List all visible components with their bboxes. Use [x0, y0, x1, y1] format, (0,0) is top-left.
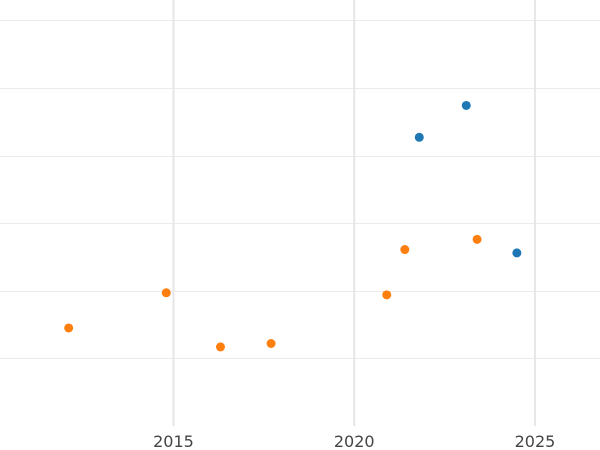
point-series-1-2 [461, 100, 471, 110]
point-series-2-5 [382, 290, 392, 300]
x-axis-tick-labels: 2015 2020 2025 [153, 432, 555, 450]
data-points [64, 100, 522, 352]
vertical-gridlines [172, 0, 536, 426]
point-series-1-1 [414, 132, 424, 142]
x-tick-label-2015: 2015 [153, 432, 194, 450]
point-series-2-6 [400, 245, 410, 255]
point-series-2-7 [472, 234, 482, 244]
x-tick-label-2025: 2025 [515, 432, 556, 450]
point-series-2-1 [64, 323, 74, 333]
point-series-1-3 [512, 248, 522, 258]
point-series-2-2 [161, 288, 171, 298]
point-series-2-3 [215, 342, 225, 352]
horizontal-gridlines [0, 20, 600, 359]
x-tick-label-2020: 2020 [334, 432, 375, 450]
point-series-2-4 [266, 339, 276, 349]
